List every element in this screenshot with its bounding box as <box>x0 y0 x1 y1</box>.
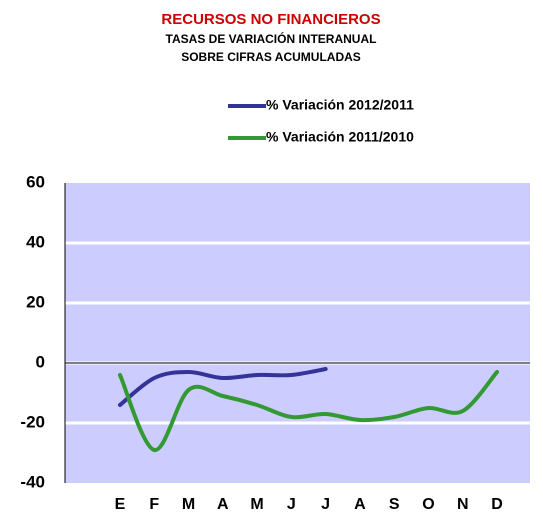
chart-subtitle: TASAS DE VARIACIÓN INTERANUAL <box>166 31 377 46</box>
x-tick-label: A <box>354 496 366 513</box>
chart-subtitle: SOBRE CIFRAS ACUMULADAS <box>181 50 361 64</box>
chart-title: RECURSOS NO FINANCIEROS <box>161 11 380 28</box>
plot-area <box>65 183 530 483</box>
x-tick-label: D <box>491 496 503 513</box>
series-line <box>118 367 328 407</box>
x-tick-label: E <box>115 496 126 513</box>
x-tick-label: M <box>182 496 195 513</box>
y-tick-label: 0 <box>36 352 45 371</box>
x-tick-label: N <box>457 496 469 513</box>
legend-label: % Variación 2012/2011 <box>266 97 414 113</box>
x-tick-label: J <box>287 496 296 513</box>
x-tick-label: O <box>422 496 434 513</box>
x-tick-label: F <box>149 496 159 513</box>
y-tick-label: 40 <box>26 232 45 251</box>
x-tick-label: A <box>217 496 229 513</box>
legend-label: % Variación 2011/2010 <box>266 129 414 145</box>
y-tick-label: -20 <box>20 412 45 431</box>
x-tick-label: M <box>250 496 263 513</box>
x-tick-label: J <box>321 496 330 513</box>
y-tick-label: 60 <box>26 172 45 191</box>
x-tick-label: S <box>389 496 400 513</box>
y-tick-label: -40 <box>20 472 45 491</box>
y-tick-label: 20 <box>26 292 45 311</box>
series-line <box>118 370 499 452</box>
